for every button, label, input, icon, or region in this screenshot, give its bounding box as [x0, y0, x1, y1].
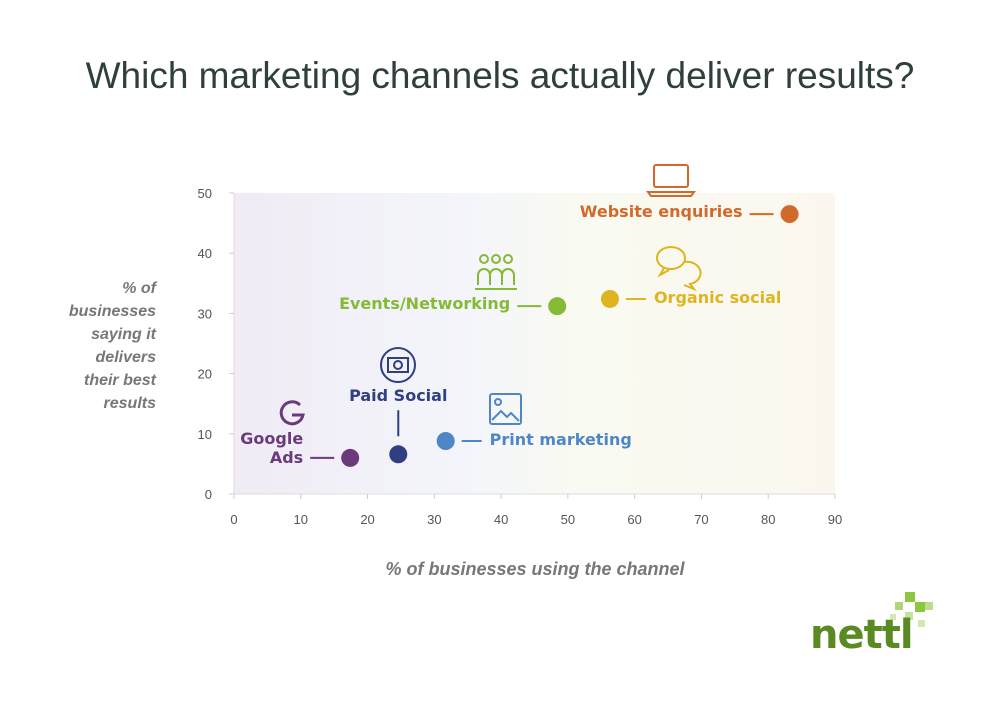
x-tick-label: 30	[427, 512, 441, 527]
y-tick-label: 10	[198, 427, 212, 442]
chart-title: Which marketing channels actually delive…	[85, 55, 915, 96]
x-axis-label: % of businesses using the channel	[385, 559, 685, 579]
y-tick-label: 40	[198, 246, 212, 261]
y-tick-label: 50	[198, 186, 212, 201]
logo-squares	[890, 592, 933, 627]
x-tick-label: 60	[627, 512, 641, 527]
x-tick-label: 90	[828, 512, 842, 527]
x-tick-label: 10	[294, 512, 308, 527]
x-tick-label: 70	[694, 512, 708, 527]
google-icon	[279, 400, 305, 426]
y-tick-label: 0	[205, 487, 212, 502]
icons	[279, 164, 702, 426]
point-label: Google Ads	[240, 428, 304, 467]
x-tick-label: 0	[230, 512, 237, 527]
point-label: Organic social	[653, 287, 782, 307]
point-label: Events/Networking	[339, 294, 511, 314]
logo: nettl	[810, 612, 914, 658]
money-icon	[380, 347, 416, 383]
chat-icon	[656, 246, 702, 292]
plot-background	[234, 193, 835, 494]
point	[389, 445, 408, 464]
y-tick-label: 20	[198, 367, 212, 382]
image-icon	[489, 393, 522, 425]
point-label: Print marketing	[489, 430, 632, 450]
point-label: Website enquiries	[579, 202, 743, 222]
x-tick-label: 20	[360, 512, 374, 527]
point	[341, 448, 360, 467]
point	[436, 432, 455, 451]
x-tick-label: 40	[494, 512, 508, 527]
x-tick-label: 50	[561, 512, 575, 527]
point	[548, 297, 567, 316]
laptop-icon	[646, 164, 696, 197]
y-tick-label: 30	[198, 306, 212, 321]
x-tick-label: 80	[761, 512, 775, 527]
point	[600, 289, 619, 308]
point-label: Paid Social	[349, 386, 448, 406]
people-icon	[475, 254, 517, 290]
y-axis-label: % of businesses saying it delivers their…	[68, 280, 156, 412]
point	[780, 205, 799, 224]
